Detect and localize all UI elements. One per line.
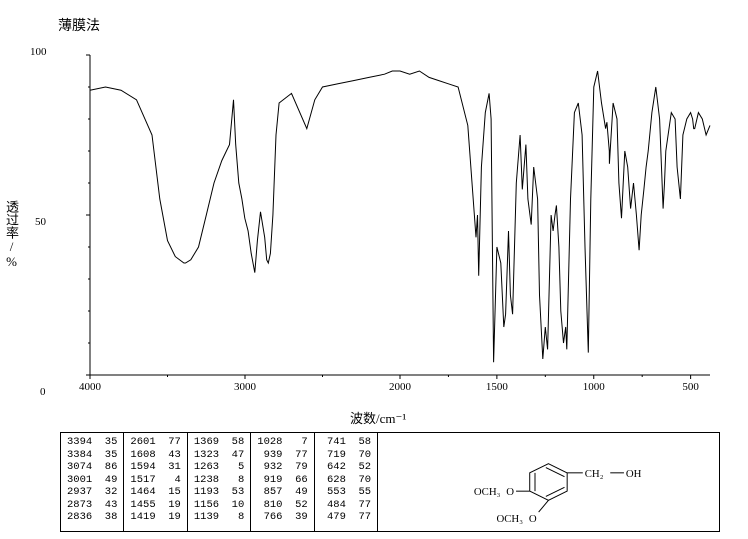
peak-column: 3394 35 3384 35 3074 86 3001 49 2937 32 …: [61, 433, 124, 531]
x-axis-label: 波数/cm⁻¹: [350, 408, 406, 427]
svg-text:OH: OH: [626, 468, 642, 480]
svg-text:O: O: [506, 486, 514, 498]
ytick-0: 0: [40, 386, 46, 398]
svg-text:OCH₃: OCH₃: [497, 513, 524, 525]
spectrum-chart: 4000 3000 2000 1500 1000 500: [60, 50, 720, 395]
chart-title: 薄膜法: [58, 15, 100, 35]
peak-column: 2601 77 1608 43 1594 31 1517 4 1464 15 1…: [124, 433, 187, 531]
peak-column: 1028 7 939 77 932 79 919 66 857 49 810 5…: [251, 433, 314, 531]
peak-table: 3394 35 3384 35 3074 86 3001 49 2937 32 …: [60, 432, 378, 532]
y-axis-label-text: 透过率/%: [4, 200, 19, 269]
svg-text:500: 500: [682, 381, 699, 393]
svg-text:4000: 4000: [79, 381, 102, 393]
spectrum-svg: 4000 3000 2000 1500 1000 500: [60, 50, 720, 395]
bottom-panel: 3394 35 3384 35 3074 86 3001 49 2937 32 …: [60, 432, 720, 532]
svg-text:1500: 1500: [486, 381, 509, 393]
y-axis-label: 透过率/%: [2, 200, 21, 269]
x-axis-label-text: 波数/cm⁻¹: [350, 411, 406, 426]
peak-column: 1369 58 1323 47 1263 5 1238 8 1193 53 11…: [188, 433, 251, 531]
svg-text:OCH₃: OCH₃: [474, 486, 501, 498]
ytick-100: 100: [30, 46, 47, 58]
svg-text:2000: 2000: [389, 381, 412, 393]
svg-text:O: O: [529, 513, 537, 525]
molecule-structure: O OCH₃ O OCH₃ CH₂ OH: [378, 432, 720, 532]
peak-column: 741 58 719 70 642 52 628 70 553 55 484 7…: [315, 433, 377, 531]
ytick-50: 50: [35, 216, 46, 228]
svg-text:1000: 1000: [583, 381, 606, 393]
molecule-svg: O OCH₃ O OCH₃ CH₂ OH: [378, 433, 719, 531]
svg-text:3000: 3000: [234, 381, 257, 393]
svg-text:CH₂: CH₂: [585, 468, 604, 480]
